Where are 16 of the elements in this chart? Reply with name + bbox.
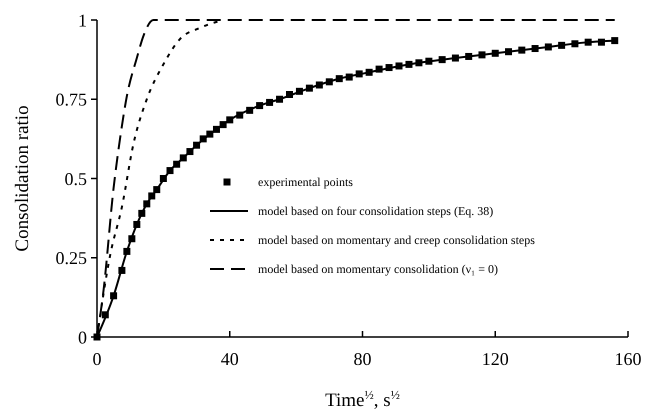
y-tick-label: 0.75	[56, 90, 87, 110]
legend-label: model based on momentary and creep consolidation steps	[258, 233, 536, 248]
x-tick-label: 0	[92, 349, 102, 369]
legend-label: model based on momentary consolidation (ν₁ = 0)	[258, 262, 498, 276]
x-axis-title: Time$^{½}$, s$^{½}$	[325, 388, 400, 411]
y-tick-label: 0	[78, 327, 87, 348]
x-tick-label: 80	[354, 349, 372, 369]
x-tick-label: 40	[220, 349, 239, 369]
x-tick-label: 120	[482, 349, 509, 369]
y-tick-label: 0.5	[64, 168, 87, 189]
x-tick-label: 160	[614, 349, 642, 369]
legend-label: model based on four consolidation steps (Eq. 38)	[258, 204, 494, 218]
y-axis-title: Consolidation ratio	[12, 105, 33, 252]
y-tick-label: 1	[78, 10, 87, 30]
legend-label: experimental points	[258, 175, 354, 190]
y-tick-label: 0.25	[56, 248, 87, 268]
